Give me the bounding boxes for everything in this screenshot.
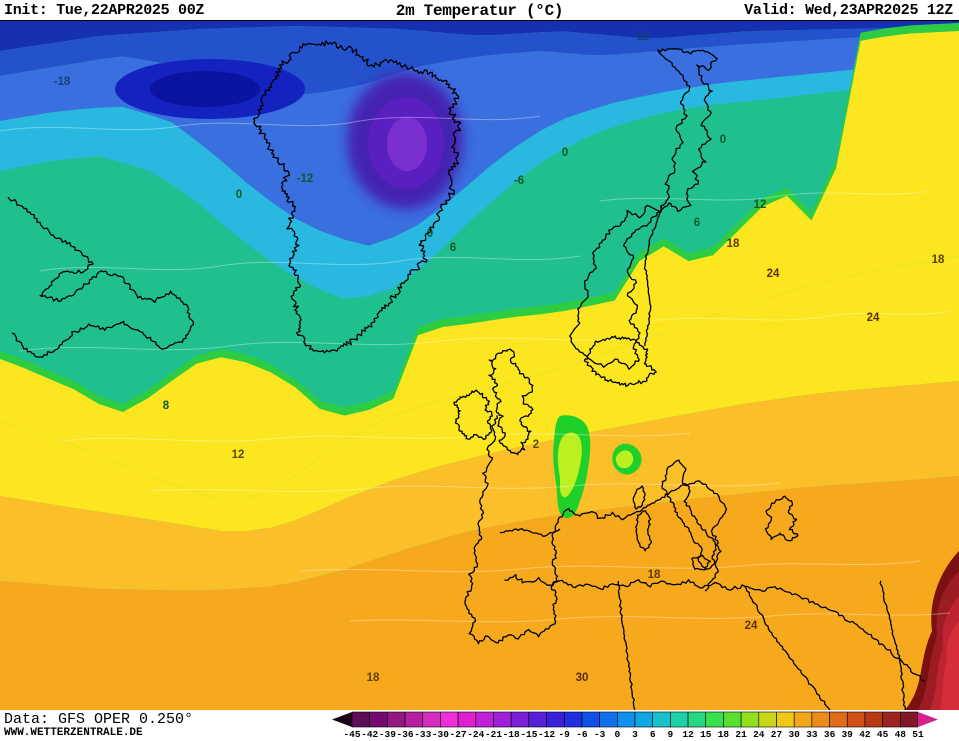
svg-text:0: 0 <box>236 189 242 201</box>
svg-text:30: 30 <box>576 672 589 684</box>
svg-text:-45: -45 <box>343 729 360 740</box>
svg-text:-6: -6 <box>576 729 588 740</box>
svg-text:-27: -27 <box>450 729 467 740</box>
svg-text:-12: -12 <box>633 31 650 43</box>
svg-text:3: 3 <box>632 729 638 740</box>
svg-text:45: 45 <box>877 729 889 740</box>
svg-text:48: 48 <box>895 729 907 740</box>
svg-text:12: 12 <box>754 199 767 211</box>
svg-text:12: 12 <box>682 729 694 740</box>
svg-text:18: 18 <box>932 254 945 266</box>
svg-text:2: 2 <box>533 439 539 451</box>
svg-text:18: 18 <box>648 569 661 581</box>
svg-text:0: 0 <box>562 147 568 159</box>
svg-text:6: 6 <box>650 729 656 740</box>
svg-text:-12: -12 <box>538 729 555 740</box>
svg-text:9: 9 <box>668 729 674 740</box>
svg-text:-33: -33 <box>414 729 431 740</box>
svg-text:6: 6 <box>450 242 456 254</box>
svg-text:-3: -3 <box>594 729 606 740</box>
svg-text:24: 24 <box>767 268 780 280</box>
svg-text:-36: -36 <box>397 729 414 740</box>
svg-text:30: 30 <box>788 729 800 740</box>
svg-text:0: 0 <box>720 134 726 146</box>
svg-text:6: 6 <box>694 217 700 229</box>
svg-text:-39: -39 <box>379 729 396 740</box>
svg-text:-30: -30 <box>432 729 449 740</box>
svg-text:-9: -9 <box>558 729 570 740</box>
svg-text:-12: -12 <box>297 173 314 185</box>
svg-text:18: 18 <box>727 238 740 250</box>
svg-text:24: 24 <box>867 312 880 324</box>
svg-text:-15: -15 <box>520 729 537 740</box>
svg-text:36: 36 <box>824 729 836 740</box>
svg-text:39: 39 <box>841 729 853 740</box>
svg-text:8: 8 <box>163 400 170 412</box>
svg-text:18: 18 <box>367 672 380 684</box>
svg-text:12: 12 <box>232 449 245 461</box>
svg-text:51: 51 <box>912 729 924 740</box>
svg-text:-21: -21 <box>485 729 502 740</box>
svg-text:33: 33 <box>806 729 818 740</box>
svg-text:0: 0 <box>614 729 620 740</box>
svg-text:24: 24 <box>753 729 765 740</box>
svg-text:-6: -6 <box>514 175 524 187</box>
svg-text:15: 15 <box>700 729 712 740</box>
svg-text:-24: -24 <box>467 729 484 740</box>
svg-text:24: 24 <box>745 620 758 632</box>
svg-text:21: 21 <box>735 729 747 740</box>
svg-text:42: 42 <box>859 729 871 740</box>
svg-text:27: 27 <box>771 729 783 740</box>
svg-text:-18: -18 <box>503 729 520 740</box>
svg-text:-18: -18 <box>54 76 71 88</box>
svg-text:18: 18 <box>718 729 730 740</box>
svg-text:-42: -42 <box>361 729 378 740</box>
